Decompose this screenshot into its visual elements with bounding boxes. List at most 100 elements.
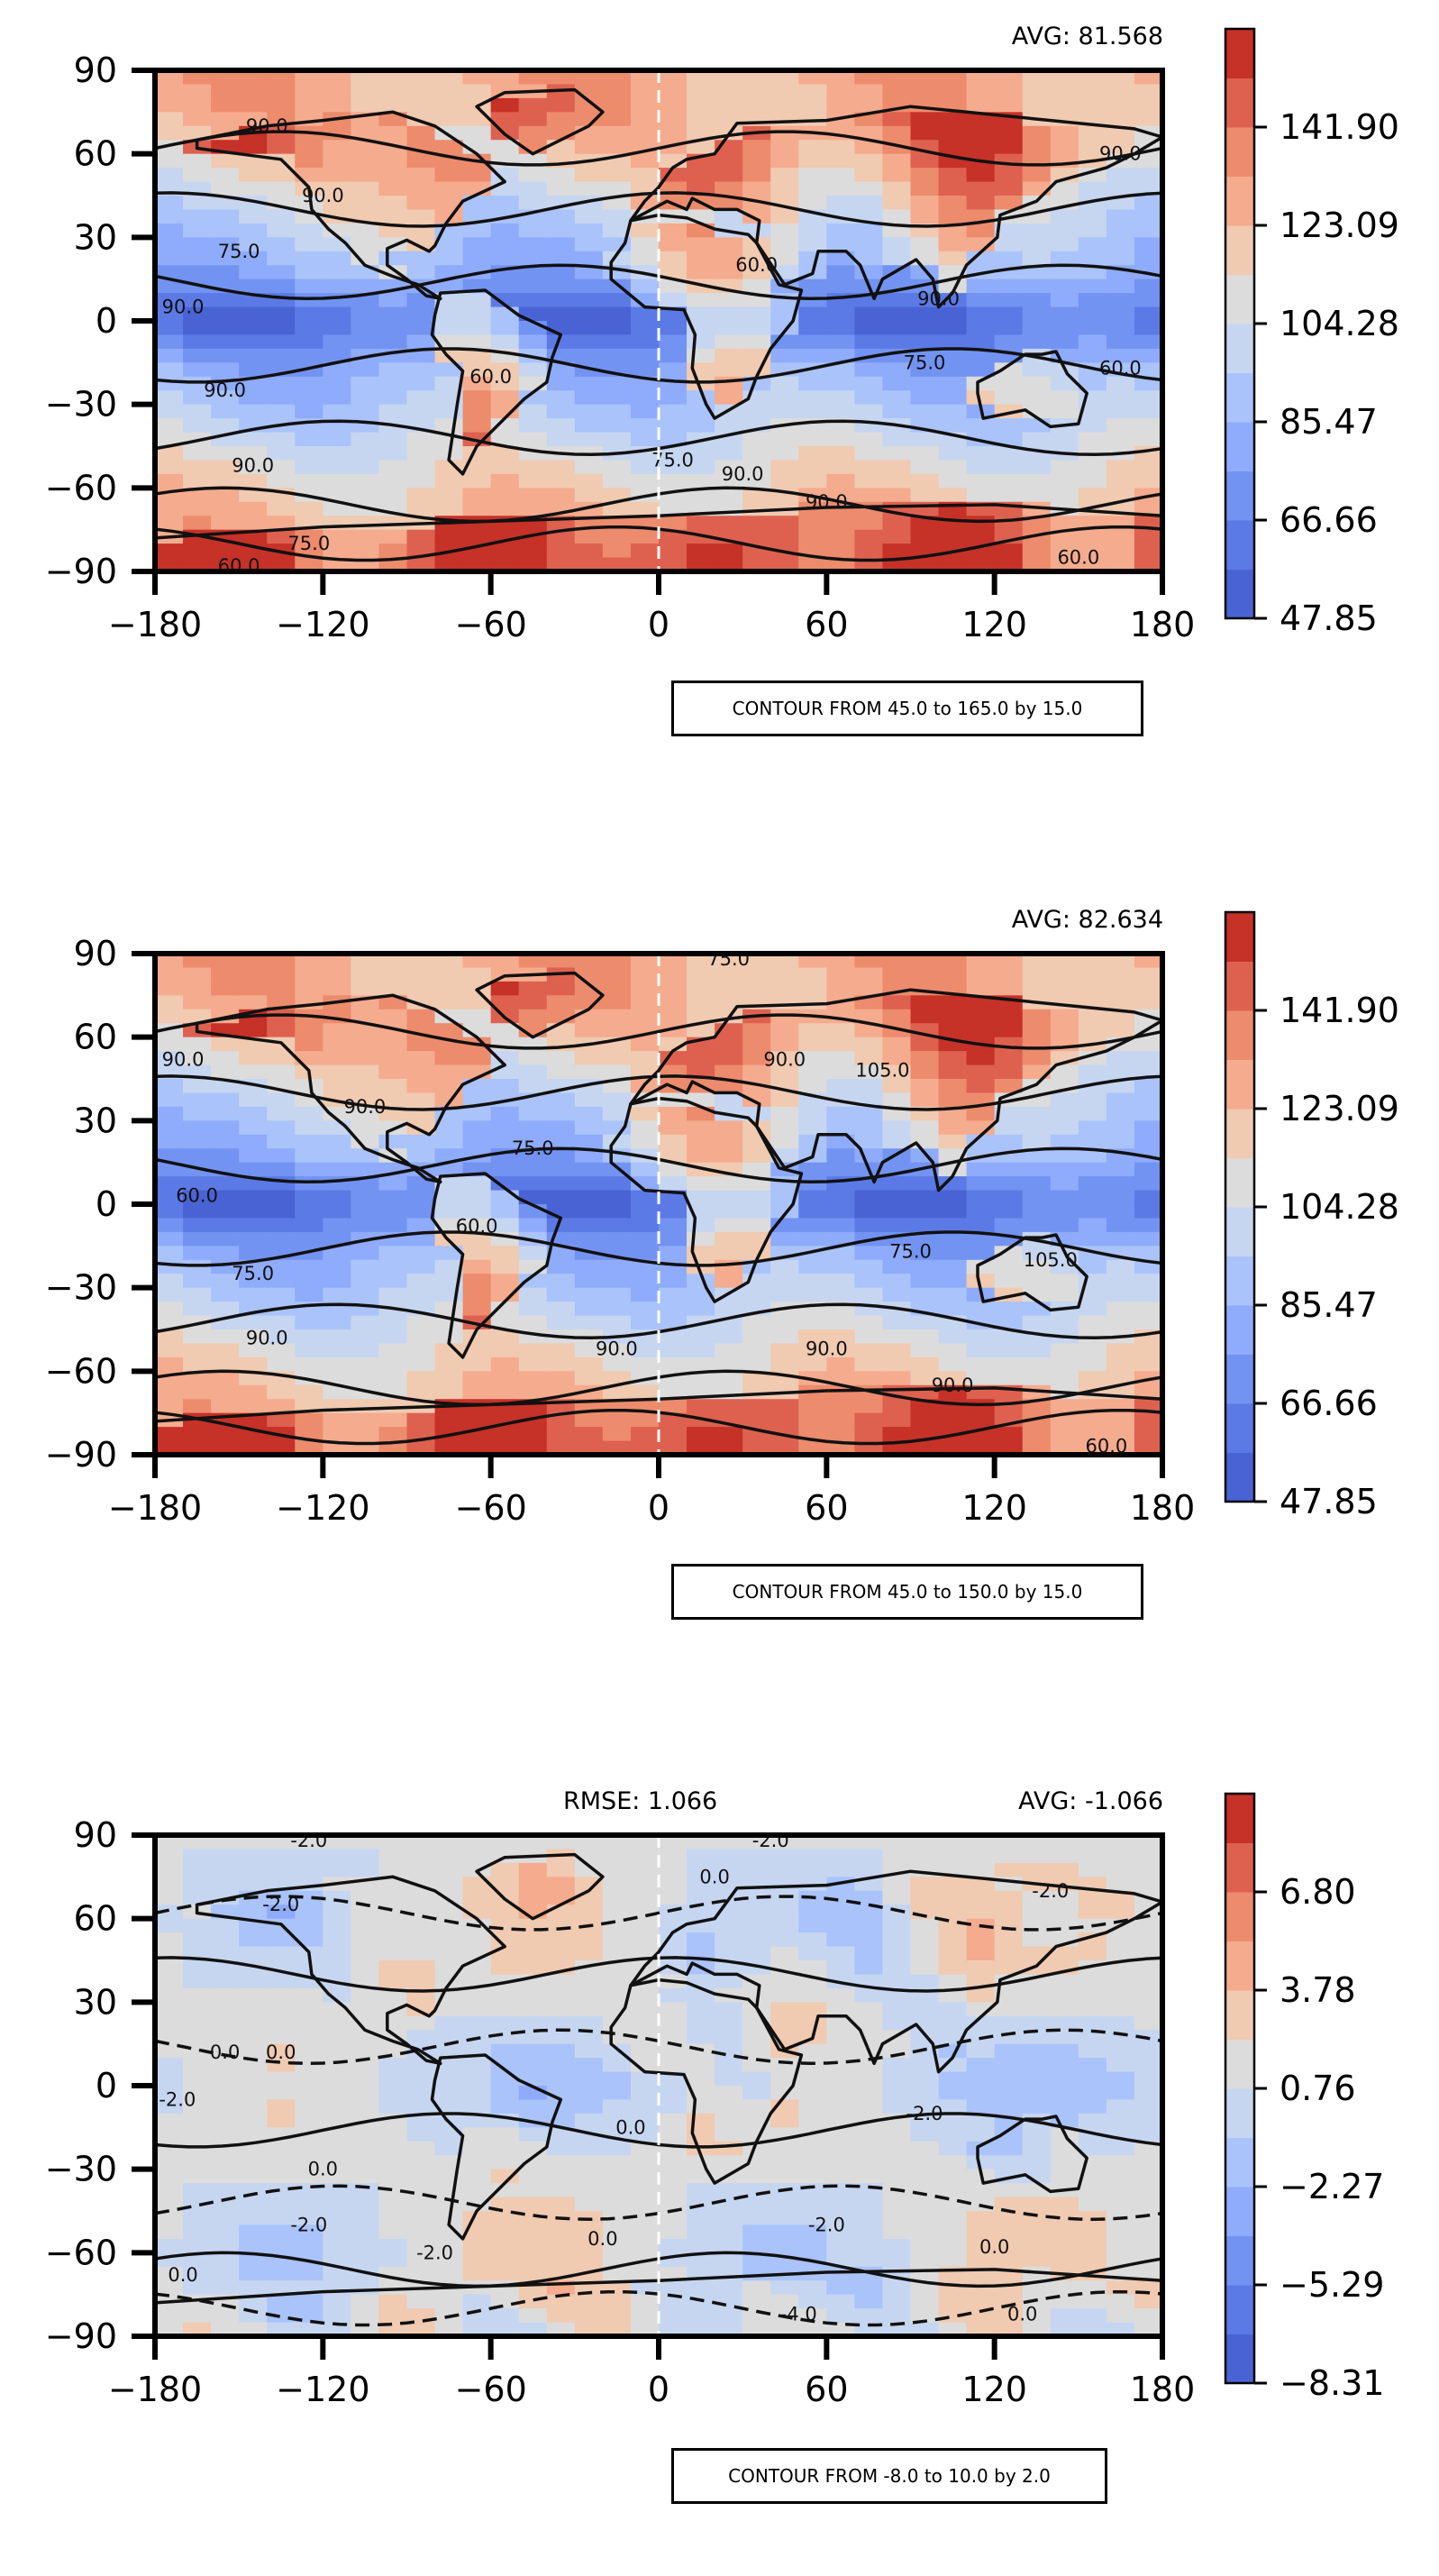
field-cell bbox=[966, 251, 996, 266]
field-cell bbox=[239, 1231, 268, 1247]
field-cell bbox=[1022, 2169, 1052, 2184]
field-cell bbox=[882, 1371, 912, 1386]
field-cell bbox=[183, 1231, 212, 1247]
field-cell bbox=[742, 1274, 771, 1289]
field-cell bbox=[267, 2071, 296, 2087]
field-cell bbox=[1050, 488, 1079, 503]
field-cell bbox=[490, 954, 520, 969]
field-cell bbox=[239, 1399, 268, 1414]
field-cell bbox=[1022, 2099, 1052, 2115]
field-cell bbox=[462, 2169, 492, 2184]
field-cell bbox=[155, 348, 184, 363]
field-cell bbox=[239, 967, 268, 982]
field-cell bbox=[1106, 1302, 1135, 1317]
field-cell bbox=[295, 223, 323, 238]
field-cell bbox=[938, 1877, 968, 1892]
colorbar-segment bbox=[1225, 1794, 1254, 1843]
field-cell bbox=[323, 2224, 351, 2240]
field-cell bbox=[630, 954, 660, 969]
field-cell bbox=[267, 529, 296, 544]
coastline bbox=[609, 213, 804, 420]
field-cell bbox=[295, 2002, 323, 2017]
field-cell bbox=[211, 2266, 240, 2281]
field-cell bbox=[462, 2127, 492, 2142]
field-cell bbox=[211, 2197, 240, 2212]
field-cell bbox=[1134, 1412, 1162, 1428]
field-cell bbox=[966, 1849, 996, 1864]
field-cell bbox=[323, 1343, 351, 1358]
field-cell bbox=[966, 1134, 996, 1149]
field-cell bbox=[854, 1890, 884, 1905]
field-cell bbox=[155, 362, 184, 378]
field-cell bbox=[1050, 1357, 1079, 1372]
coastline bbox=[155, 503, 1162, 571]
field-cell bbox=[966, 2002, 996, 2017]
field-cell bbox=[574, 1051, 604, 1066]
field-cell bbox=[1050, 1148, 1079, 1164]
field-cell bbox=[938, 2127, 968, 2142]
field-cell bbox=[938, 2294, 968, 2309]
field-cell bbox=[351, 2141, 380, 2156]
field-cell bbox=[826, 321, 855, 336]
field-cell bbox=[1050, 1427, 1079, 1442]
field-cell bbox=[659, 2030, 688, 2045]
field-cell bbox=[351, 2280, 380, 2296]
field-cell bbox=[770, 1329, 799, 1345]
field-cell bbox=[267, 140, 296, 155]
field-cell bbox=[155, 1960, 184, 1976]
field-cell bbox=[910, 446, 940, 461]
field-cell bbox=[155, 2238, 184, 2253]
field-cell bbox=[155, 1987, 184, 2003]
field-cell bbox=[1078, 967, 1107, 982]
field-cell bbox=[1106, 293, 1135, 308]
field-cell bbox=[211, 321, 240, 336]
field-cell bbox=[546, 2155, 576, 2170]
field-cell bbox=[882, 2280, 912, 2296]
field-cell bbox=[826, 2280, 855, 2296]
field-cell bbox=[1106, 1190, 1135, 1205]
field-cell bbox=[490, 1064, 520, 1080]
colorbar-segment bbox=[1225, 1842, 1254, 1893]
field-cell bbox=[295, 334, 323, 350]
field-cell bbox=[239, 501, 268, 516]
field-cell bbox=[183, 446, 212, 461]
field-cell bbox=[882, 1287, 912, 1302]
field-cell bbox=[1078, 70, 1107, 86]
field-cell bbox=[434, 1120, 464, 1136]
field-cell bbox=[882, 404, 912, 419]
field-cell bbox=[183, 1960, 212, 1976]
field-cell bbox=[267, 1023, 296, 1038]
field-cell bbox=[659, 418, 688, 434]
field-cell bbox=[1078, 2099, 1107, 2115]
field-cell bbox=[546, 1371, 576, 1386]
field-cell bbox=[546, 2224, 576, 2240]
field-cell bbox=[155, 995, 184, 1010]
field-cell bbox=[378, 2169, 408, 2184]
field-cell bbox=[938, 488, 968, 503]
field-cell bbox=[546, 168, 576, 183]
field-cell bbox=[462, 1176, 492, 1192]
field-cell bbox=[1106, 1064, 1135, 1080]
colorbar-segment bbox=[1225, 1354, 1254, 1404]
filled-contour-field: 75.090.090.060.075.090.075.090.0105.060.… bbox=[155, 954, 1162, 1455]
field-cell bbox=[602, 1218, 632, 1233]
field-cell bbox=[826, 404, 855, 419]
field-cell bbox=[882, 1890, 912, 1905]
colorbar-tick-label: 3.78 bbox=[1280, 1970, 1356, 2010]
field-cell bbox=[994, 181, 1024, 196]
field-cell bbox=[378, 1134, 408, 1149]
field-cell bbox=[770, 376, 799, 391]
field-cell bbox=[518, 251, 548, 266]
field-cell bbox=[434, 1023, 464, 1038]
field-cell bbox=[434, 1092, 464, 1108]
field-cell bbox=[462, 1106, 492, 1121]
field-cell bbox=[742, 981, 771, 996]
field-cell bbox=[462, 1849, 492, 1864]
field-cell bbox=[938, 1905, 968, 1920]
contour-label: 75.0 bbox=[218, 241, 260, 262]
field-cell bbox=[854, 2294, 884, 2309]
field-cell bbox=[882, 1176, 912, 1192]
field-cell bbox=[687, 1371, 715, 1386]
field-cell bbox=[1050, 544, 1079, 559]
field-cell bbox=[183, 516, 212, 531]
